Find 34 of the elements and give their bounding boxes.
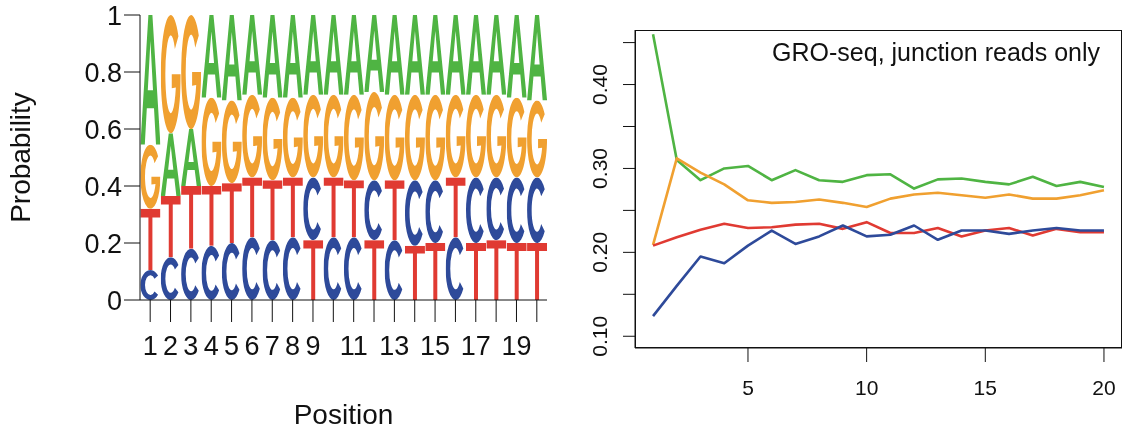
x-tick-label: 10 — [854, 375, 879, 399]
line-series — [651, 32, 1106, 190]
y-tick-label: 0.6 — [84, 114, 122, 145]
y-tick-label: 0.8 — [84, 57, 122, 88]
x-tick-label: 2 — [163, 331, 179, 362]
y-tick-label: 0.30 — [588, 148, 611, 189]
y-axis-title: Probability — [4, 92, 36, 223]
y-tick-label: 0.20 — [588, 231, 611, 273]
x-tick-label: 5 — [742, 375, 754, 399]
y-tick-label: 0.10 — [588, 315, 611, 357]
y-tick-label: 0.2 — [84, 228, 122, 259]
y-tick-label: 1 — [106, 0, 122, 31]
x-tick-label: 15 — [973, 375, 997, 399]
x-tick-label: 5 — [224, 331, 240, 362]
x-tick-label: 8 — [285, 331, 301, 362]
y-tick-label: 0.4 — [84, 171, 122, 202]
x-tick-label: 17 — [460, 331, 491, 362]
x-tick-label: 4 — [203, 331, 219, 362]
line-series — [651, 224, 1106, 318]
x-tick-label: 13 — [379, 331, 410, 362]
x-tick-label: 11 — [339, 331, 368, 362]
x-tick-label: 1 — [142, 331, 158, 362]
x-tick-label: 3 — [183, 331, 199, 362]
x-axis-title: Position — [293, 399, 394, 430]
x-tick-label: 15 — [420, 331, 451, 362]
x-tick-label: 20 — [1092, 375, 1116, 399]
y-tick-label: 0.40 — [588, 64, 611, 105]
x-tick-label: 6 — [244, 331, 260, 362]
annotation: GRO-seq, junction reads only — [772, 38, 1100, 67]
x-tick-label: 19 — [501, 331, 532, 362]
x-tick-label: 9 — [305, 331, 321, 362]
y-tick-label: 0 — [106, 285, 122, 316]
x-tick-label: 7 — [264, 331, 280, 362]
line-series — [651, 157, 1106, 247]
